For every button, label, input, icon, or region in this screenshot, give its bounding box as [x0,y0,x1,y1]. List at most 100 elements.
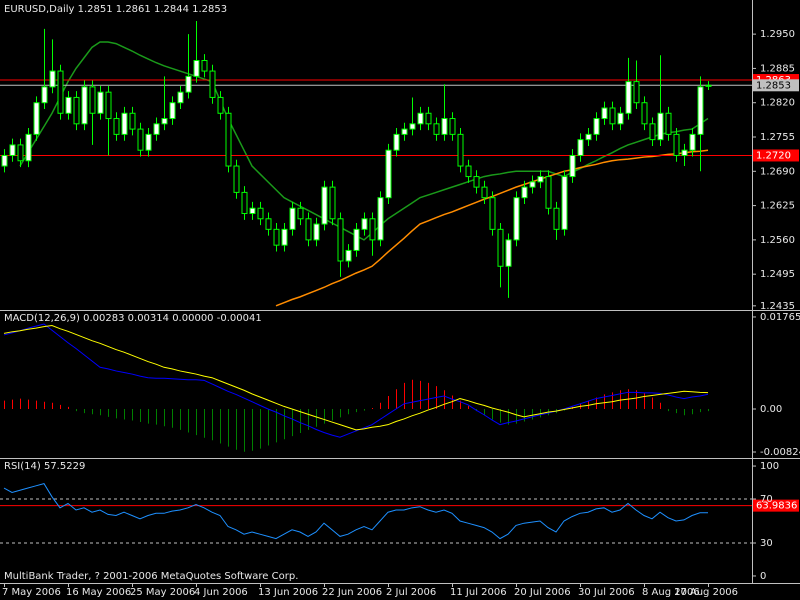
x-tick-label: 13 Jun 2006 [258,587,318,598]
candle-body [185,75,192,93]
x-tick-label: 20 Jul 2006 [514,587,571,598]
level-label-box [753,499,799,512]
candle-body [489,197,496,230]
candle-body [529,181,536,188]
candle-body [305,218,312,241]
candle-body [49,70,56,88]
candle-body [417,112,424,125]
candle-body [553,207,560,230]
y-tick-label: 0.00 [760,404,782,415]
y-tick-label: 1.2885 [760,63,795,74]
candle-body [425,112,432,125]
candle-body [361,218,368,230]
level-label-box [753,79,799,92]
footer-text: MultiBank Trader, ? 2001-2006 MetaQuotes… [4,571,298,582]
candle-body [177,91,184,104]
candle-body [241,191,248,215]
candle-body [297,207,304,220]
candle-body [265,218,272,230]
candle-body [89,86,96,114]
candle-body [441,118,448,135]
rsi-line [3,483,709,540]
candle-body [145,133,152,151]
x-tick-label: 17 Aug 2006 [674,587,738,598]
y-tick-label: 0 [760,571,766,582]
y-tick-label: 100 [760,461,779,472]
candle-body [625,81,632,114]
x-tick-label: 30 Jul 2006 [578,587,635,598]
candle-body [641,102,648,125]
candle-body [129,112,136,130]
y-tick-label: 1.2950 [760,29,795,40]
candle-body [201,60,208,72]
macd-line [3,323,709,438]
y-tick-label: 0.01765 [760,312,800,323]
candle-body [97,91,104,114]
x-tick-label: 16 May 2006 [66,587,131,598]
candle-body [81,86,88,125]
candle-body [593,118,600,135]
level-label: 1.2720 [756,150,791,161]
candle-body [161,118,168,125]
candle-body [57,70,64,114]
candle-body [601,107,608,120]
candle-body [449,118,456,135]
candle-body [521,186,528,199]
candle-body [25,133,32,162]
candle-body [337,218,344,262]
candle-body [681,149,688,156]
x-tick-label: 4 Jun 2006 [194,587,248,598]
candle-body [73,96,80,125]
candle-body [649,123,656,141]
y-tick-label: 1.2625 [760,201,795,212]
candle-body [289,207,296,230]
x-tick-label: 11 Jul 2006 [450,587,507,598]
candle-body [217,96,224,114]
candle-body [345,249,352,262]
candle-body [545,176,552,209]
candle-body [113,118,120,135]
candle-body [497,228,504,267]
candle-body [137,128,144,151]
candle-body [233,165,240,193]
candle-body [465,165,472,178]
candle-body [273,228,280,246]
y-tick-label: 1.2755 [760,132,795,143]
x-tick-label: 7 May 2006 [2,587,61,598]
candle-body [105,91,112,120]
candle-body [665,112,672,135]
panel-title: RSI(14) 57.5229 [4,461,85,472]
candle-body [169,102,176,120]
macd-line [3,325,709,431]
y-tick-label: 1.2560 [760,235,795,246]
candle-body [65,96,72,114]
candle-body [633,81,640,104]
y-tick-label: 1.2435 [760,301,795,312]
candle-body [609,107,616,125]
candle-body [257,207,264,220]
y-tick-label: 30 [760,538,773,549]
candle-body [225,112,232,167]
candle-body [577,139,584,156]
moving-average [19,41,709,241]
level-label-box [753,149,799,162]
candle-body [353,228,360,251]
candle-body [705,84,712,87]
y-tick-label: -0.00824 [760,447,800,458]
candle-body [401,128,408,135]
y-tick-label: 1.2820 [760,98,795,109]
candle-body [321,186,328,225]
candle-body [33,102,40,135]
x-tick-label: 22 Jun 2006 [322,587,382,598]
candle-body [561,176,568,230]
x-tick-label: 25 May 2006 [130,587,195,598]
candle-body [689,133,696,151]
candle-body [657,112,664,141]
candle-body [569,154,576,178]
candle-body [457,133,464,167]
candle-body [697,86,704,135]
candle-body [409,123,416,130]
candle-body [505,239,512,267]
